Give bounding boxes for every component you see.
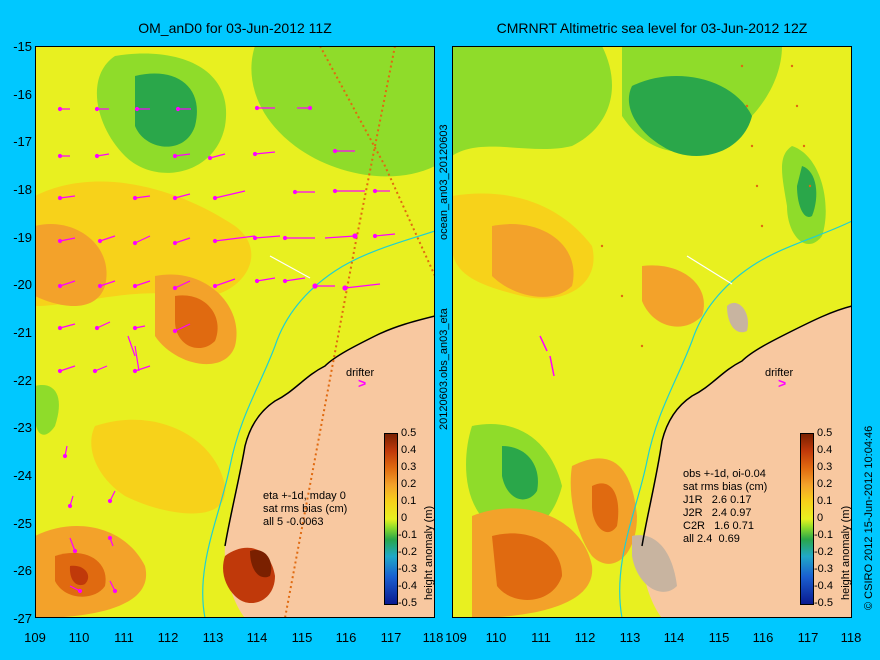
colorbar-left [384,433,398,605]
y-tick: -18 [13,182,32,197]
x-tick: 110 [68,630,90,645]
x-tick: 111 [114,630,134,645]
colorbar-tick: 0.2 [401,478,417,490]
y-tick: -17 [13,134,32,149]
colorbar-tick: 0 [817,512,824,524]
x-tick: 117 [797,630,819,645]
colorbar-right [800,433,814,605]
y-tick: -21 [13,325,32,340]
x-tick: 110 [485,630,507,645]
x-tick: 109 [445,630,467,645]
right-map-panel [452,46,852,618]
colorbar-tick: 0.4 [401,444,417,456]
copyright-label: © CSIRO 2012 15-Jun-2012 10:04:46 [863,425,875,610]
colorbar-tick: -0.1 [814,529,833,541]
left-map-panel [35,46,435,618]
colorbar-tick: -0.2 [814,546,833,558]
colorbar-tick: 0.1 [401,495,417,507]
x-tick: 111 [531,630,551,645]
colorbar-right-label: height anomaly (m) [840,505,852,600]
right-map-svg [452,46,852,618]
left-stats-note: eta +-1d, mday 0 sat rms bias (cm) all 5… [263,490,348,528]
y-tick: -26 [13,563,32,578]
x-tick: 109 [24,630,46,645]
right-map-title: CMRNRT Altimetric sea level for 03-Jun-2… [496,20,808,36]
x-tick: 117 [380,630,402,645]
x-tick: 113 [619,630,641,645]
drifter-arrow-icon: > [778,375,787,391]
x-tick: 118 [422,630,444,645]
colorbar-tick: 0.3 [401,461,417,473]
y-tick: -16 [13,87,32,102]
x-tick: 115 [708,630,730,645]
x-tick: 114 [246,630,268,645]
x-tick: 113 [202,630,224,645]
colorbar-tick: 0.4 [817,444,833,456]
left-map-title: OM_anD0 for 03-Jun-2012 11Z [138,20,332,36]
colorbar-tick: -0.3 [814,563,833,575]
x-tick: 116 [752,630,774,645]
y-tick: -15 [13,39,32,54]
drifter-label-right: drifter [765,367,794,379]
drifter-arrow-icon: > [358,375,367,391]
colorbar-tick: -0.5 [398,597,417,609]
x-tick: 114 [663,630,685,645]
left-map-svg [35,46,435,618]
colorbar-tick: -0.5 [814,597,833,609]
colorbar-tick: 0 [401,512,408,524]
y-tick: -24 [13,468,32,483]
side-label-middle: 20120603.obs_an03_eta [438,308,450,430]
colorbar-tick: 0.2 [817,478,833,490]
x-tick: 112 [157,630,179,645]
colorbar-tick: 0.3 [817,461,833,473]
colorbar-tick: -0.2 [398,546,417,558]
y-tick: -22 [13,373,32,388]
colorbar-tick: 0.5 [401,427,417,439]
right-stats-note: obs +-1d, oi-0.04 sat rms bias (cm) J1R … [683,468,768,545]
side-label-top: ocean_an03_20120603 [438,124,450,240]
x-tick: 115 [291,630,313,645]
y-tick: -25 [13,516,32,531]
x-tick: 116 [335,630,357,645]
colorbar-left-label: height anomaly (m) [423,505,435,600]
colorbar-tick: -0.1 [398,529,417,541]
drifter-label-left: drifter [346,367,375,379]
x-tick: 118 [840,630,862,645]
y-tick: -20 [13,277,32,292]
y-tick: -27 [13,611,32,626]
colorbar-tick: 0.5 [817,427,833,439]
colorbar-tick: 0.1 [817,495,833,507]
y-tick: -23 [13,420,32,435]
x-tick: 112 [574,630,596,645]
colorbar-tick: -0.3 [398,563,417,575]
colorbar-tick: -0.4 [398,580,417,592]
y-tick: -19 [13,230,32,245]
colorbar-tick: -0.4 [814,580,833,592]
